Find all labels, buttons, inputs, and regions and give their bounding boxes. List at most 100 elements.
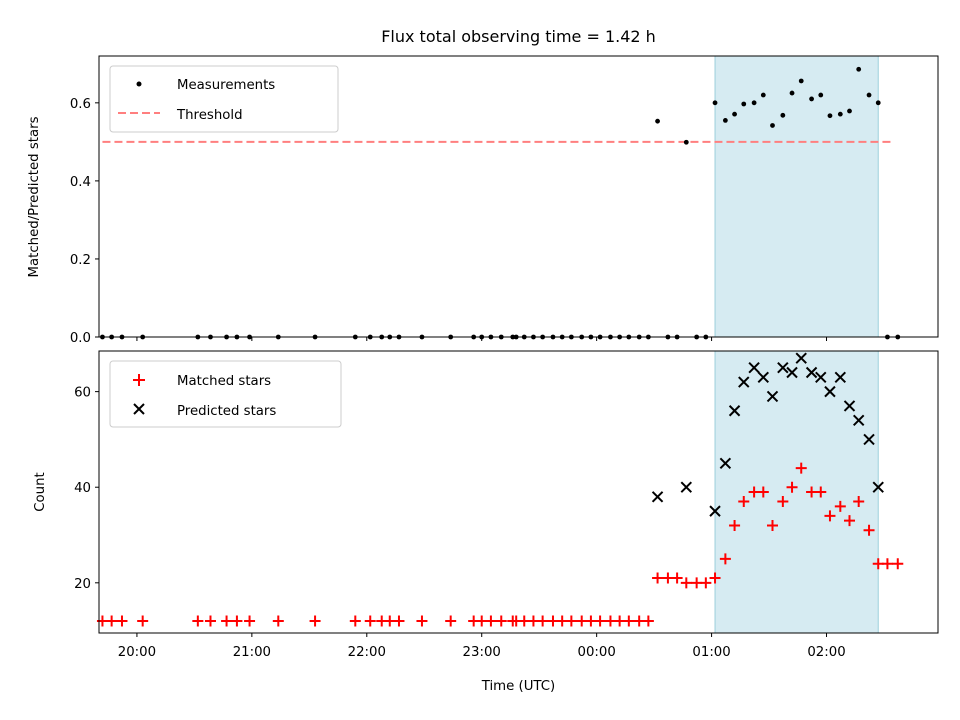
measurement-point [770, 123, 775, 128]
x-tick-label: 02:00 [807, 645, 845, 660]
bottom-axes-frame [98, 350, 939, 634]
matched-star-point [844, 515, 856, 527]
matched-star-point [416, 615, 428, 627]
predicted-star-point [843, 400, 856, 412]
matched-star-point [547, 615, 559, 627]
measurement-point [780, 112, 786, 118]
predicted-star-point [872, 481, 884, 493]
matched-star-point [719, 553, 731, 565]
matched-star-point [709, 572, 721, 584]
matched-star-point [614, 615, 626, 627]
matched-star-point [691, 577, 703, 589]
measurement-point [875, 100, 881, 106]
measurement-point [732, 111, 737, 117]
legend-matched-marker [133, 374, 145, 386]
x-tick-label: 23:00 [463, 645, 501, 660]
y-tick-label: 20 [74, 577, 91, 592]
top-y-ticks: 0.0 0.2 0.4 0.6 [70, 97, 99, 346]
legend-matched-label: Matched stars [177, 374, 271, 389]
legend-measurements-marker [136, 81, 142, 87]
matched-star-point [671, 572, 683, 584]
matched-star-point [738, 496, 750, 508]
predicted-star-point [738, 376, 750, 388]
top-x-ticks [136, 337, 828, 341]
measurement-point [856, 66, 862, 72]
matched-star-point [633, 615, 645, 627]
measurement-point [741, 101, 747, 107]
matched-star-point [349, 615, 361, 627]
measurement-point [751, 100, 757, 106]
matched-star-point [766, 519, 778, 531]
top-panel: 0.0 0.2 0.4 0.6 Matched/Predicted stars Mea… [27, 55, 939, 346]
matched-star-point [485, 615, 497, 627]
x-tick-label: 20:00 [118, 645, 156, 660]
y-tick-label: 0.6 [70, 97, 91, 112]
matched-star-point [116, 615, 128, 627]
measurement-point [847, 108, 852, 114]
matched-star-point [642, 615, 654, 627]
matched-star-point [384, 615, 396, 627]
matched-star-point [806, 486, 818, 498]
y-tick-label: 0.2 [70, 253, 91, 268]
matched-star-point [680, 577, 692, 589]
legend-predicted-marker [133, 403, 145, 415]
matched-star-point [604, 615, 616, 627]
matched-star-point [662, 572, 674, 584]
matched-star-point [495, 615, 507, 627]
predicted-star-point [863, 433, 875, 446]
predicted-star-point [728, 405, 741, 417]
x-tick-label: 01:00 [692, 645, 730, 660]
matched-star-point [700, 577, 712, 589]
y-tick-label: 40 [74, 481, 91, 496]
matched-star-point [777, 496, 789, 508]
measurement-point [798, 78, 804, 84]
observing-span-top [714, 55, 879, 338]
predicted-star-point [834, 371, 847, 383]
observing-span-bottom [714, 350, 879, 634]
matched-star-point [565, 615, 577, 627]
matched-star-point [476, 615, 488, 627]
matched-star-point [824, 510, 836, 522]
measurement-point [809, 96, 814, 102]
matched-star-point [729, 519, 741, 531]
matched-star-point [204, 615, 216, 627]
bottom-x-ticks: 20:00 21:00 22:00 23:00 00:00 01:00 02:00 [118, 633, 846, 660]
measurement-point [789, 90, 795, 96]
matched-star-point [556, 615, 568, 627]
predicted-star-point [852, 414, 865, 427]
top-legend: Measurements Threshold [109, 65, 339, 133]
bottom-panel: 20 40 60 20:00 21:00 22:00 23:00 00:00 01:00 02:… [33, 350, 939, 694]
matched-star-point [786, 481, 798, 493]
top-y-axis-label: Matched/Predicted stars [27, 116, 42, 277]
x-axis-label: Time (UTC) [481, 679, 556, 694]
predicted-star-point [815, 371, 827, 383]
matched-star-point [834, 500, 846, 512]
y-tick-label: 0.4 [70, 175, 91, 190]
chart-title: Flux total observing time = 1.42 h [381, 27, 656, 46]
x-tick-label: 22:00 [348, 645, 386, 660]
matched-star-point [518, 615, 530, 627]
matched-star-point [537, 615, 549, 627]
matched-star-point [757, 486, 769, 498]
matched-star-point [881, 558, 893, 570]
measurement-point [827, 113, 833, 119]
measurement-point [760, 92, 766, 98]
predicted-star-point [651, 491, 664, 503]
bottom-y-axis-label: Count [33, 472, 48, 512]
matched-star-point [192, 615, 204, 627]
predicted-star-point [786, 366, 798, 379]
legend-threshold-label: Threshold [176, 108, 243, 123]
predicted-star-point [777, 362, 789, 374]
matched-star-point [748, 486, 760, 498]
matched-star-point [815, 486, 827, 498]
matched-stars-series [96, 462, 904, 627]
matched-star-point [594, 615, 606, 627]
matched-star-point [309, 615, 321, 627]
measurement-point [683, 139, 689, 145]
matched-star-point [863, 524, 875, 536]
measurement-point [866, 92, 872, 98]
top-axes-frame [98, 55, 939, 338]
matched-star-point [585, 615, 597, 627]
matched-star-point [853, 496, 865, 508]
